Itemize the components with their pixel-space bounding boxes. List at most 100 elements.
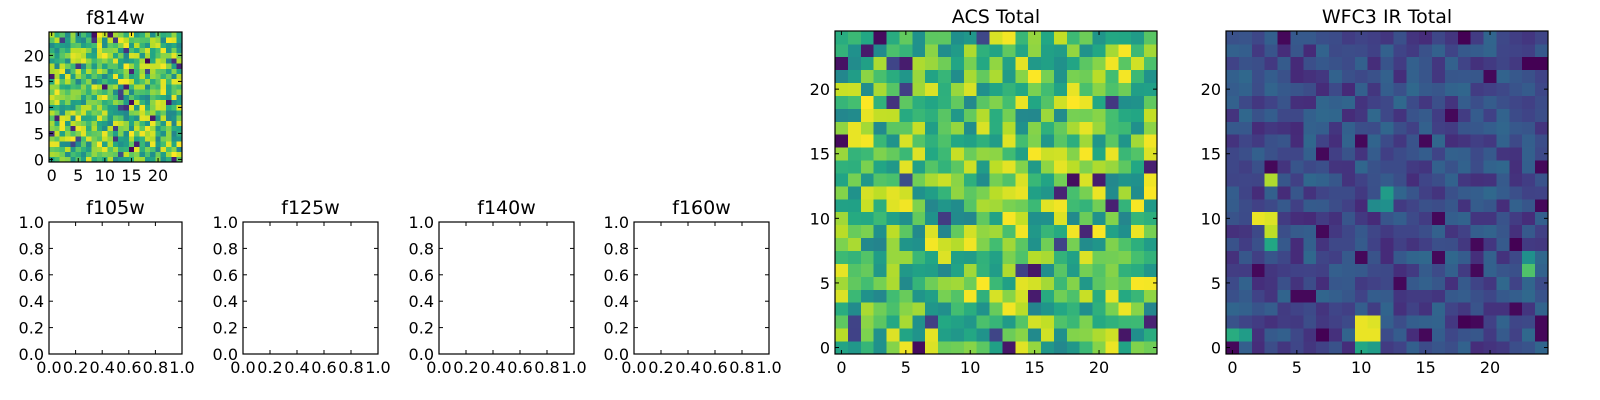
heatmap-cell: [1015, 302, 1029, 316]
heatmap-cell: [1277, 315, 1291, 329]
heatmap-cell: [938, 134, 952, 148]
heatmap-cell: [1028, 250, 1042, 264]
heatmap-cell: [1251, 276, 1265, 290]
heatmap-cell: [1131, 341, 1145, 355]
heatmap-cell: [1393, 147, 1407, 161]
heatmap-cell: [1419, 250, 1433, 264]
heatmap-cell: [1144, 121, 1158, 135]
heatmap-cell: [1535, 250, 1549, 264]
heatmap-cell: [86, 125, 92, 132]
heatmap-cell: [1028, 276, 1042, 290]
heatmap-cell: [1144, 173, 1158, 187]
heatmap-cell: [123, 104, 130, 111]
heatmap-cell: [1367, 289, 1381, 303]
heatmap-cell: [1066, 95, 1081, 109]
heatmap-cell: [1092, 186, 1106, 200]
heatmap-cell: [49, 73, 55, 80]
heatmap-cell: [107, 89, 114, 95]
heatmap-cell: [1354, 82, 1369, 96]
heatmap-cell: [102, 68, 108, 74]
heatmap-cell: [1354, 198, 1369, 213]
heatmap-cell: [1367, 43, 1381, 58]
heatmap-cell: [1316, 250, 1330, 264]
heatmap-cell: [166, 141, 172, 147]
heatmap-cell: [64, 110, 71, 116]
heatmap-cell: [1118, 315, 1132, 329]
heatmap-cell: [1444, 328, 1459, 342]
heatmap-cell: [96, 42, 103, 48]
heatmap-cell: [150, 89, 156, 95]
heatmap-cell: [1041, 289, 1055, 303]
heatmap-cell: [925, 276, 939, 290]
heatmap-cell: [1105, 198, 1119, 213]
heatmap-cell: [1354, 276, 1369, 290]
heatmap-cell: [70, 94, 76, 100]
heatmap-cell: [886, 289, 900, 303]
heatmap-cell: [1535, 263, 1549, 277]
heatmap-cell: [938, 315, 952, 329]
heatmap-cell: [112, 151, 119, 158]
heatmap-cell: [1316, 147, 1330, 161]
heatmap-cell: [1028, 341, 1042, 355]
heatmap-cell: [1144, 289, 1158, 303]
heatmap-cell: [860, 276, 874, 290]
heatmap-cell: [1015, 82, 1029, 96]
heatmap-cell: [102, 37, 108, 43]
heatmap-cell: [102, 47, 108, 54]
heatmap-cell: [976, 198, 990, 213]
heatmap-cell: [1367, 276, 1381, 290]
heatmap-cell: [49, 141, 55, 147]
y-tick-label: 15: [1201, 145, 1221, 164]
heatmap-cell: [107, 32, 114, 38]
heatmap-cell: [899, 289, 913, 303]
heatmap-cell: [107, 115, 114, 121]
heatmap-cell: [835, 211, 849, 226]
x-tick-label: 20: [148, 166, 168, 185]
heatmap-cell: [49, 47, 55, 54]
y-tick-label: 20: [1201, 80, 1221, 99]
heatmap-cell: [1303, 250, 1317, 264]
heatmap-cell: [938, 56, 952, 71]
heatmap-cell: [1367, 108, 1381, 122]
heatmap-cell: [1144, 95, 1158, 109]
heatmap-cell: [1522, 173, 1536, 187]
heatmap-cell: [1483, 173, 1497, 187]
heatmap-cell: [144, 130, 151, 137]
heatmap-cell: [86, 104, 92, 111]
heatmap-cell: [1432, 56, 1446, 71]
heatmap-cell: [1066, 31, 1081, 45]
heatmap-cell: [1509, 69, 1523, 84]
heatmap-cell: [912, 263, 926, 277]
heatmap-cell: [54, 73, 60, 80]
heatmap-cell: [1341, 108, 1356, 122]
heatmap-cell: [1079, 341, 1093, 355]
heatmap-cell: [112, 47, 119, 54]
heatmap-cell: [873, 315, 887, 329]
heatmap-cell: [1118, 160, 1132, 174]
heatmap-cell: [171, 99, 178, 106]
heatmap-cell: [107, 68, 114, 74]
heatmap-cell: [80, 104, 87, 111]
heatmap-cell: [950, 250, 965, 264]
heatmap-cell: [107, 78, 114, 85]
heatmap-cell: [1264, 186, 1278, 200]
heatmap-cell: [989, 108, 1003, 122]
heatmap-cell: [1066, 250, 1081, 264]
heatmap-cell: [118, 42, 124, 48]
heatmap-cell: [1092, 43, 1106, 58]
heatmap-cell: [1316, 224, 1330, 239]
heatmap-cell: [96, 136, 103, 142]
heatmap-cell: [112, 115, 119, 121]
heatmap-cell: [49, 125, 55, 132]
heatmap-cell: [134, 125, 140, 132]
heatmap-cell: [925, 250, 939, 264]
heatmap-cell: [160, 78, 167, 85]
heatmap-cell: [1290, 173, 1304, 187]
heatmap-cell: [96, 58, 103, 64]
heatmap-cell: [1226, 160, 1240, 174]
heatmap-cells: [1226, 31, 1549, 355]
heatmap-cell: [118, 78, 124, 85]
heatmap-cell: [1290, 82, 1304, 96]
heatmap-cell: [1041, 147, 1055, 161]
heatmap-cell: [96, 52, 103, 59]
